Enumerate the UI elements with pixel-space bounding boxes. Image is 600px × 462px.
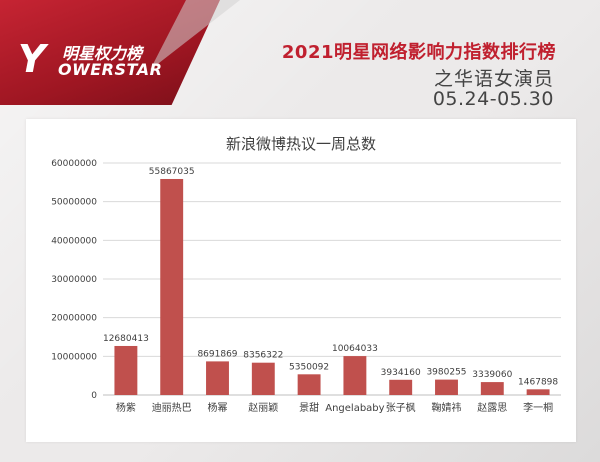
x-tick-label: 赵露思 [477, 401, 507, 414]
data-label: 10064033 [332, 344, 378, 354]
bar [251, 362, 275, 395]
x-tick-label: 张子枫 [386, 401, 416, 414]
bar [343, 356, 367, 395]
x-tick-label: 鞠婧祎 [432, 401, 462, 414]
page-subtitle: 之华语女演员 [433, 68, 554, 90]
chart-title: 新浪微博热议一周总数 [226, 135, 376, 153]
data-label: 3339060 [472, 370, 512, 380]
data-label: 1467898 [518, 377, 558, 387]
bar [389, 379, 413, 395]
data-label: 55867035 [149, 167, 195, 177]
data-label: 8356322 [243, 351, 283, 361]
bar [206, 361, 229, 395]
logo-english-text: OWERSTAR [58, 60, 163, 79]
logo-chinese-text: 明星权力榜 [62, 44, 143, 63]
powerstar-logo: Y 明星权力榜 OWERSTAR [18, 38, 188, 82]
y-tick-label: 50000000 [51, 198, 97, 208]
logo-mark: Y [18, 37, 45, 81]
page-title: 2021明星网络影响力指数排行榜 [281, 42, 556, 63]
bar [480, 382, 504, 395]
y-tick-label: 10000000 [51, 352, 97, 362]
y-tick-label: 20000000 [51, 314, 97, 324]
bar [526, 389, 550, 395]
date-range: 05.24-05.30 [432, 88, 554, 110]
y-tick-label: 40000000 [51, 236, 97, 246]
x-tick-label: Angelababy [325, 403, 384, 414]
data-label: 3980255 [426, 368, 466, 378]
y-tick-label: 60000000 [51, 159, 97, 169]
data-label: 5350092 [289, 362, 329, 372]
bar [297, 374, 321, 395]
y-tick-label: 30000000 [51, 275, 97, 285]
x-tick-label: 迪丽热巴 [152, 401, 192, 414]
data-label: 3934160 [381, 368, 421, 378]
x-tick-label: 赵丽颖 [248, 401, 278, 414]
bar [114, 345, 138, 395]
data-label: 12680413 [103, 334, 149, 344]
data-label: 8691869 [197, 349, 237, 359]
y-tick-label: 0 [91, 391, 97, 401]
x-tick-label: 杨幂 [208, 401, 228, 414]
x-tick-label: 杨紫 [116, 401, 136, 414]
bar-chart: 新浪微博热议一周总数 0 10000000 20000000 30000000 40000… [51, 135, 561, 414]
bar [160, 178, 184, 395]
bar [435, 379, 458, 395]
x-tick-label: 景甜 [299, 401, 319, 414]
x-tick-label: 李一桐 [523, 401, 553, 414]
